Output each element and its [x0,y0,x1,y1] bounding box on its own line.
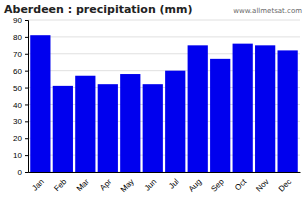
grid [28,20,300,172]
tick-label: Mar [75,177,91,193]
tick: Nov [254,177,270,193]
bar [165,71,185,172]
bars [30,35,298,172]
tick: Jun [143,177,158,192]
tick-label: Apr [98,177,113,192]
tick-label: 40 [13,101,22,110]
tick-label: Aug [187,177,203,193]
tick-label: 90 [13,16,22,25]
axis-line [25,21,29,173]
tick: Apr [98,177,113,192]
tick-mark [25,121,28,122]
tick: Jul [167,177,181,191]
bar [188,45,208,172]
tick: Sep [209,177,226,194]
tick-label: Jul [167,177,181,191]
tick: 40 [13,101,28,110]
bar [143,84,163,172]
tick-label: 0 [18,168,23,177]
tick-label: 70 [13,50,22,59]
tick-mark [25,71,28,72]
tick-mark [25,155,28,156]
tick: Mar [75,177,91,193]
bar [233,44,253,172]
bar [278,50,298,172]
grid-line [28,20,300,21]
tick-mark [25,37,28,38]
tick-mark [25,172,28,173]
bar [255,45,275,172]
tick: Aug [187,177,203,193]
bar [75,76,95,172]
tick-label: Feb [52,177,69,194]
tick: Feb [52,177,69,194]
tick: 60 [13,67,28,76]
tick-label: 80 [13,33,22,42]
tick: 70 [13,50,28,59]
bar [210,59,230,172]
tick-label: 50 [13,84,22,93]
plot: 0 10 20 30 40 50 60 70 80 90 Jan Feb Mar Apr May Jun Jul… [13,16,300,194]
grid-line [28,36,300,37]
tick: 90 [13,16,28,25]
tick-label: Jan [30,177,45,192]
bar [53,86,73,172]
tick-mark [25,20,28,21]
tick-mark [25,54,28,55]
tick: 80 [13,33,28,42]
annotation: www.allmetsat.com [233,7,302,15]
x-axis: Jan Feb Mar Apr May Jun Jul Aug Sep Oct Nov Dec [29,173,301,195]
tick-label: 60 [13,67,22,76]
chart: 0 10 20 30 40 50 60 70 80 90 Jan Feb Mar Apr May Jun Jul… [0,0,306,200]
tick: 30 [13,117,28,126]
tick-label: 20 [13,134,22,143]
bar [120,74,140,172]
tick: Oct [233,177,249,193]
tick: 50 [13,84,28,93]
tick: Jan [30,177,45,192]
y-axis: 0 10 20 30 40 50 60 70 80 90 [13,16,28,177]
tick: 20 [13,134,28,143]
tick-mark [25,104,28,105]
bar [30,35,50,172]
tick-label: 10 [13,151,22,160]
tick: May [119,177,136,194]
tick-label: Jun [143,177,158,192]
tick-label: May [119,177,136,194]
tick-label: Dec [277,177,293,193]
tick: 0 [18,168,28,177]
tick: 10 [13,151,28,160]
tick-label: 30 [13,117,22,126]
tick-mark [25,88,28,89]
tick-label: Oct [233,177,249,193]
tick-mark [25,138,28,139]
tick-label: Sep [209,177,226,194]
tick: Dec [277,177,293,193]
bar [98,84,118,172]
tick-label: Nov [254,177,270,193]
axis-line [29,172,301,173]
title: Aberdeen : precipitation (mm) [4,3,193,16]
